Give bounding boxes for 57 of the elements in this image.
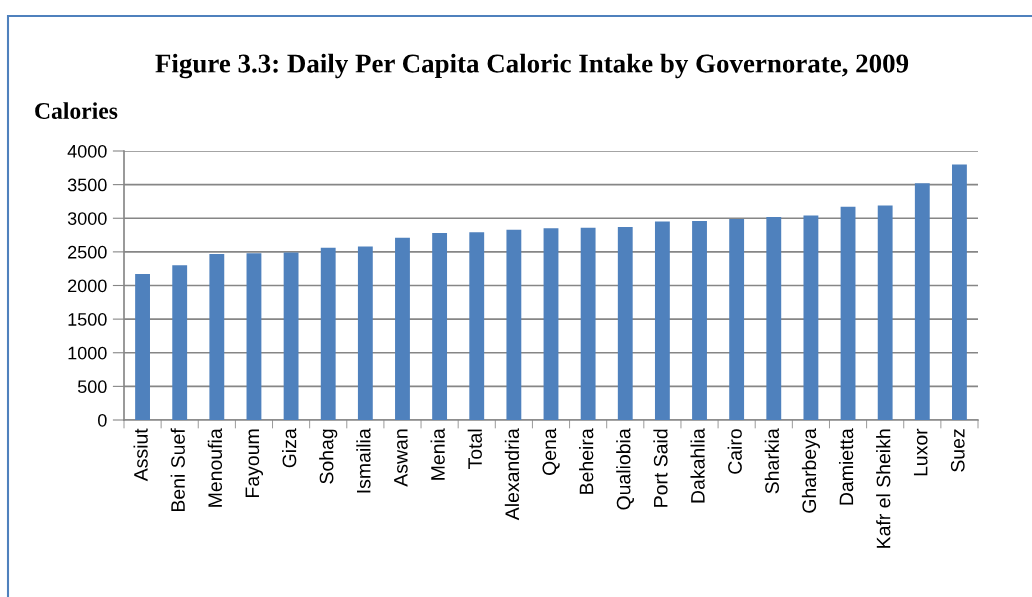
x-tick-label: Menoufia	[207, 428, 223, 507]
bar	[692, 220, 707, 420]
bar	[952, 164, 967, 420]
y-tick-label: 500	[77, 380, 107, 394]
y-tick-label: 3000	[67, 212, 107, 225]
bar	[506, 229, 522, 420]
y-tick-label: 3500	[67, 178, 107, 192]
x-tick-label: Ismailia	[356, 428, 371, 493]
x-tick-label: Suez	[950, 429, 965, 472]
bar	[246, 253, 262, 420]
bar	[283, 252, 299, 420]
bar	[320, 247, 336, 420]
y-axis-title: Calories	[35, 102, 118, 119]
bar	[209, 253, 225, 420]
bar	[469, 232, 485, 420]
x-tick-label: Dakahlia	[690, 428, 705, 503]
bar	[654, 221, 670, 420]
bar	[766, 216, 782, 420]
x-tick-label: Fayoum	[245, 429, 264, 497]
x-tick-label: Total	[467, 429, 482, 469]
bar	[395, 237, 410, 420]
y-tick-label: 0	[98, 413, 107, 427]
bar	[803, 215, 819, 420]
bar	[172, 265, 188, 420]
x-tick-label: Aswan	[394, 429, 408, 487]
x-tick-label: Giza	[282, 428, 297, 468]
bar	[840, 206, 856, 420]
bar	[617, 226, 633, 420]
x-tick-label: Luxor	[913, 428, 928, 476]
y-tick-label: 2500	[68, 245, 107, 259]
y-tick-label: 4000	[67, 144, 107, 158]
x-tick-label: Menia	[430, 428, 445, 480]
x-tick-label: Kafr el Sheikh	[876, 429, 891, 548]
x-tick-label: Qualiobia	[616, 428, 634, 510]
bar	[914, 183, 930, 420]
x-tick-label: Damietta	[838, 428, 854, 505]
x-tick-label: Qena	[542, 428, 560, 475]
x-tick-label: Port Said	[653, 429, 668, 507]
x-tick-label: Alexandria	[504, 428, 520, 521]
bar	[357, 246, 373, 420]
bar	[580, 227, 596, 420]
x-tick-label: Gharbeya	[801, 428, 820, 513]
x-tick-label: Assiut	[133, 428, 148, 482]
x-tick-label: Cairo	[727, 429, 742, 474]
y-tick-label: 2000	[68, 279, 107, 293]
x-tick-label: Beheira	[579, 428, 594, 494]
x-tick-label: Beni Suef	[170, 428, 185, 512]
x-tick-label: Sharkia	[764, 428, 779, 494]
y-tick-label: 1500	[68, 313, 107, 326]
bar	[729, 218, 745, 420]
bar	[432, 233, 448, 420]
x-tick-label: Sohag	[319, 429, 338, 484]
bar	[135, 274, 150, 420]
chart-title: Figure 3.3: Daily Per Capita Caloric Intake by Governorate, 2009	[155, 53, 909, 79]
y-tick-label: 1000	[68, 346, 107, 360]
bar	[543, 228, 559, 420]
bar	[877, 205, 893, 420]
